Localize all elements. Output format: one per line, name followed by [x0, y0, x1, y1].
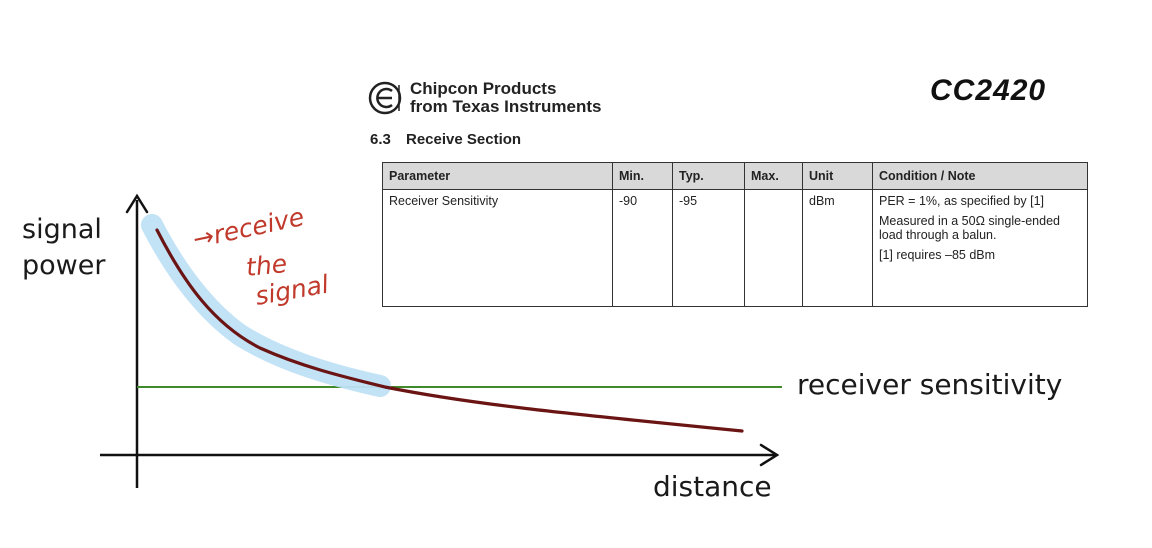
cell-min: -90	[612, 189, 673, 307]
model-number: CC2420	[930, 74, 1047, 107]
section-title: Receive Section	[406, 131, 522, 148]
cell-condition: PER = 1%, as specified by [1] Measured i…	[872, 189, 1088, 307]
y-axis-label-line-2: power	[22, 250, 106, 281]
condition-note-3: [1] requires –85 dBm	[879, 248, 996, 262]
y-axis-arrow-icon	[125, 193, 149, 214]
header-unit: Unit	[802, 162, 873, 190]
signal-decay-curve	[155, 228, 744, 433]
vendor-logo: Chipcon Products from Texas Instruments	[368, 80, 601, 116]
note-line-2: the	[245, 249, 289, 282]
y-axis-label-line-1: signal	[22, 214, 102, 245]
y-axis-label: signal power	[22, 212, 105, 284]
cell-max	[744, 189, 803, 307]
header-parameter: Parameter	[382, 162, 613, 190]
vendor-name-line-2: from Texas Instruments	[410, 97, 602, 116]
condition-note-2: Measured in a 50Ω single-ended load thro…	[879, 214, 1060, 242]
x-axis-arrow-icon	[759, 443, 780, 467]
chipcon-logo-icon	[368, 81, 402, 115]
cell-unit: dBm	[802, 189, 873, 307]
x-axis-label: distance	[653, 470, 772, 503]
vendor-name: Chipcon Products from Texas Instruments	[410, 80, 601, 116]
header-typ: Typ.	[672, 162, 745, 190]
section-heading: 6.3 Receive Section	[370, 131, 521, 148]
threshold-label: receiver sensitivity	[797, 368, 1063, 401]
table-row: Receiver Sensitivity -90 -95 dBm PER = 1…	[382, 189, 1088, 307]
header-min: Min.	[612, 162, 673, 190]
table-header-row: Parameter Min. Typ. Max. Unit Condition …	[382, 162, 1088, 190]
spec-table: Parameter Min. Typ. Max. Unit Condition …	[382, 162, 1088, 307]
vendor-name-line-1: Chipcon Products	[410, 79, 557, 98]
header-max: Max.	[744, 162, 803, 190]
condition-note-1: PER = 1%, as specified by [1]	[879, 194, 1045, 208]
note-line-1: →receive	[190, 202, 306, 254]
header-condition: Condition / Note	[872, 162, 1088, 190]
section-number: 6.3	[370, 131, 391, 148]
cell-parameter: Receiver Sensitivity	[382, 189, 613, 307]
cell-typ: -95	[672, 189, 745, 307]
